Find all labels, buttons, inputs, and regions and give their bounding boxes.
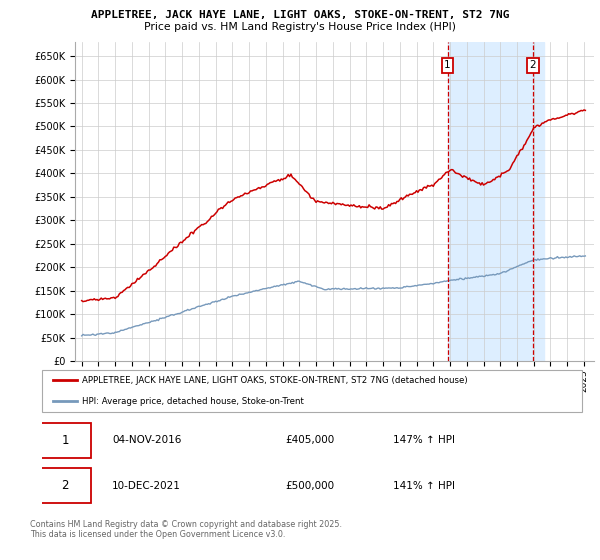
- Text: Contains HM Land Registry data © Crown copyright and database right 2025.
This d: Contains HM Land Registry data © Crown c…: [30, 520, 342, 539]
- FancyBboxPatch shape: [40, 423, 91, 458]
- Text: Price paid vs. HM Land Registry's House Price Index (HPI): Price paid vs. HM Land Registry's House …: [144, 22, 456, 32]
- Text: 04-NOV-2016: 04-NOV-2016: [112, 435, 182, 445]
- Text: 147% ↑ HPI: 147% ↑ HPI: [393, 435, 455, 445]
- FancyBboxPatch shape: [40, 468, 91, 503]
- Text: HPI: Average price, detached house, Stoke-on-Trent: HPI: Average price, detached house, Stok…: [83, 396, 304, 405]
- Text: 10-DEC-2021: 10-DEC-2021: [112, 480, 181, 491]
- Text: APPLETREE, JACK HAYE LANE, LIGHT OAKS, STOKE-ON-TRENT, ST2 7NG: APPLETREE, JACK HAYE LANE, LIGHT OAKS, S…: [91, 10, 509, 20]
- Text: 1: 1: [61, 434, 69, 447]
- Text: £405,000: £405,000: [285, 435, 334, 445]
- Text: 141% ↑ HPI: 141% ↑ HPI: [393, 480, 455, 491]
- FancyBboxPatch shape: [42, 370, 582, 412]
- Text: 2: 2: [61, 479, 69, 492]
- Text: £500,000: £500,000: [285, 480, 334, 491]
- Bar: [448, 42, 544, 361]
- Text: 2: 2: [529, 60, 536, 71]
- Text: APPLETREE, JACK HAYE LANE, LIGHT OAKS, STOKE-ON-TRENT, ST2 7NG (detached house): APPLETREE, JACK HAYE LANE, LIGHT OAKS, S…: [83, 376, 468, 385]
- Text: 1: 1: [444, 60, 451, 71]
